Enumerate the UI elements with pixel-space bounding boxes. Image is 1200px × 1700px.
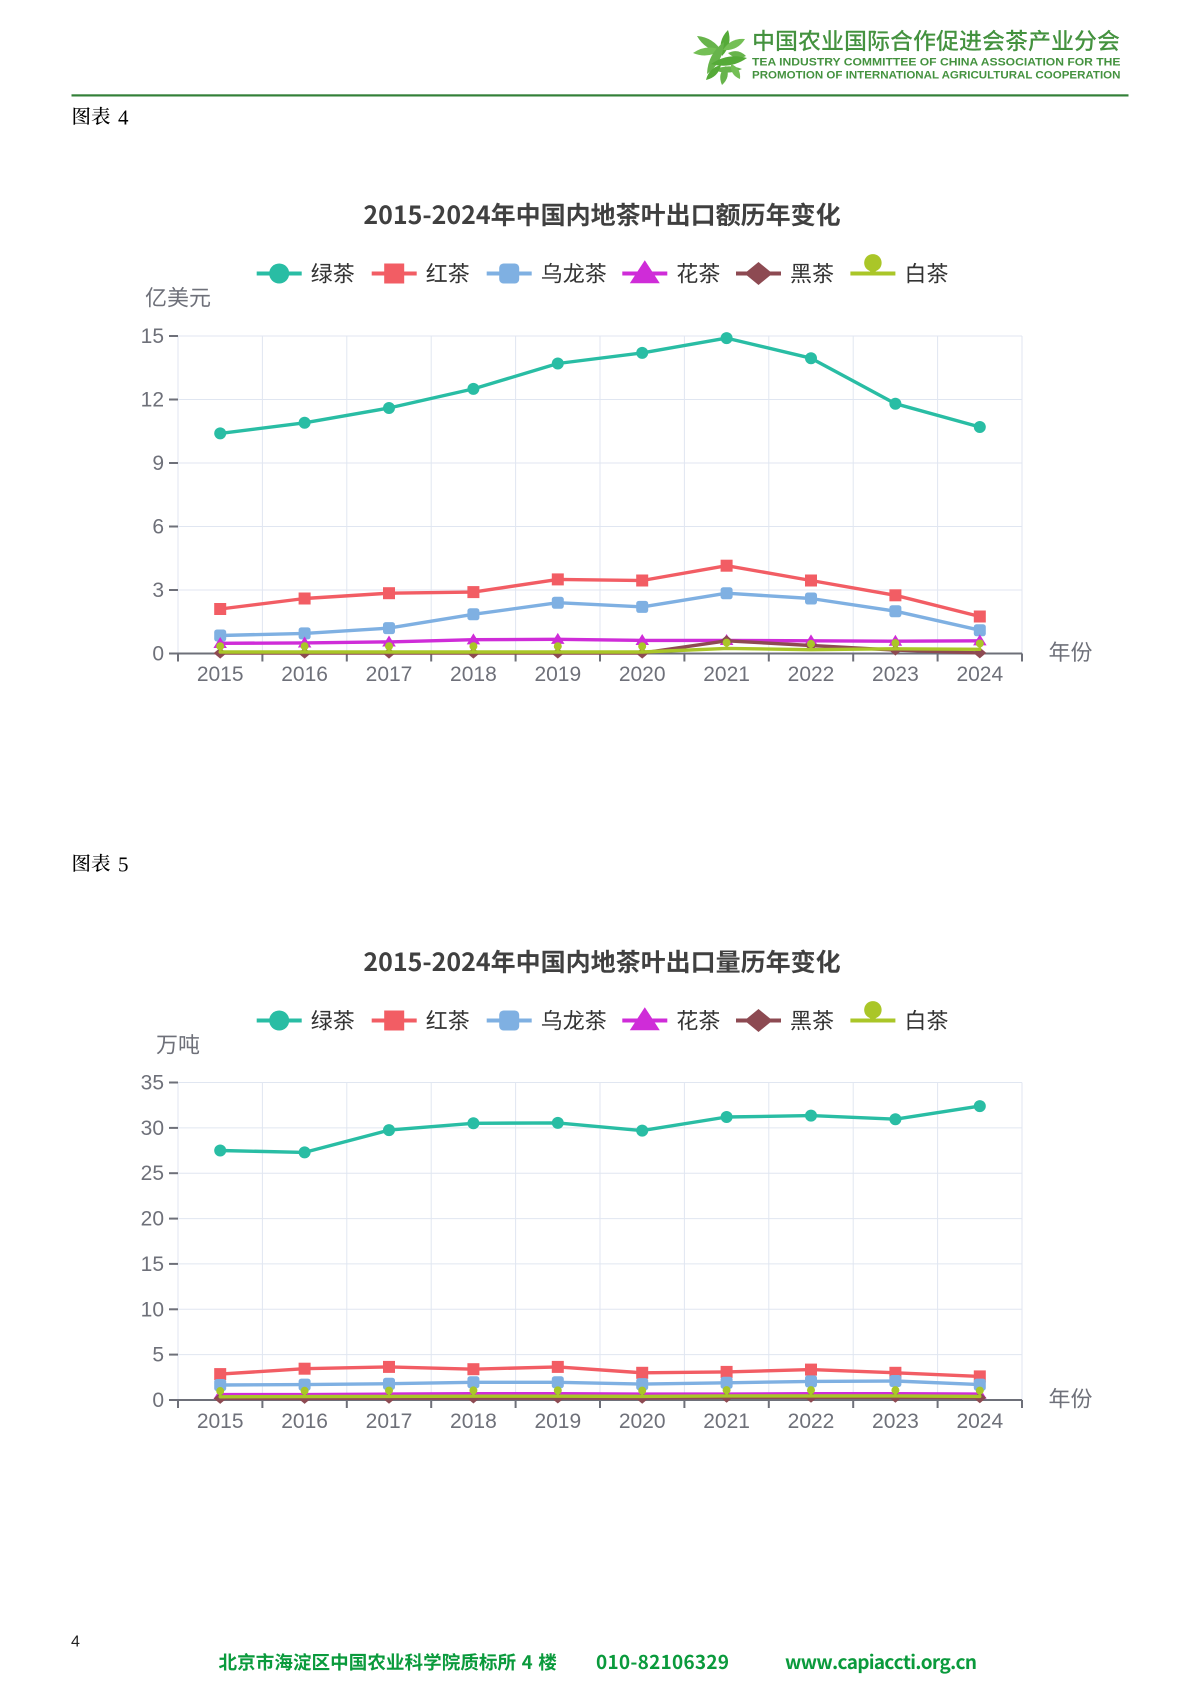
svg-text:5: 5 — [152, 1344, 164, 1367]
svg-text:25: 25 — [141, 1162, 164, 1185]
svg-text:12: 12 — [141, 389, 164, 412]
svg-text:2022: 2022 — [788, 1410, 835, 1433]
svg-text:9: 9 — [152, 452, 164, 475]
svg-text:2021: 2021 — [703, 663, 750, 686]
svg-text:2017: 2017 — [366, 663, 413, 686]
svg-text:2018: 2018 — [450, 1410, 497, 1433]
svg-text:15: 15 — [141, 1253, 164, 1276]
svg-text:2015: 2015 — [197, 663, 244, 686]
svg-text:TEA INDUSTRY COMMITTEE OF CHIN: TEA INDUSTRY COMMITTEE OF CHINA ASSOCIAT… — [752, 57, 1121, 69]
svg-text:2016: 2016 — [281, 1410, 328, 1433]
svg-text:2021: 2021 — [703, 1410, 750, 1433]
svg-text:2018: 2018 — [450, 663, 497, 686]
svg-text:2023: 2023 — [872, 1410, 919, 1433]
svg-text:2016: 2016 — [281, 663, 328, 686]
svg-text:6: 6 — [152, 516, 164, 539]
svg-text:2023: 2023 — [872, 663, 919, 686]
svg-text:2015: 2015 — [197, 1410, 244, 1433]
svg-text:2020: 2020 — [619, 663, 666, 686]
svg-text:2019: 2019 — [534, 1410, 581, 1433]
svg-text:5: 5 — [118, 853, 129, 877]
svg-text:10: 10 — [141, 1298, 164, 1321]
svg-text:2019: 2019 — [534, 663, 581, 686]
svg-text:35: 35 — [141, 1072, 164, 1095]
svg-text:3: 3 — [152, 579, 164, 602]
svg-text:2024: 2024 — [956, 1410, 1003, 1433]
svg-text:30: 30 — [141, 1117, 164, 1140]
svg-text:20: 20 — [141, 1208, 164, 1231]
svg-text:4: 4 — [118, 106, 129, 130]
svg-text:0: 0 — [152, 643, 164, 666]
svg-text:2020: 2020 — [619, 1410, 666, 1433]
svg-text:PROMOTION OF INTERNATIONAL AGR: PROMOTION OF INTERNATIONAL AGRICULTURAL … — [752, 70, 1121, 82]
svg-text:0: 0 — [152, 1389, 164, 1412]
svg-text:2024: 2024 — [956, 663, 1003, 686]
svg-text:2017: 2017 — [366, 1410, 413, 1433]
svg-text:15: 15 — [141, 325, 164, 348]
svg-text:4: 4 — [71, 1634, 80, 1651]
svg-text:2022: 2022 — [788, 663, 835, 686]
